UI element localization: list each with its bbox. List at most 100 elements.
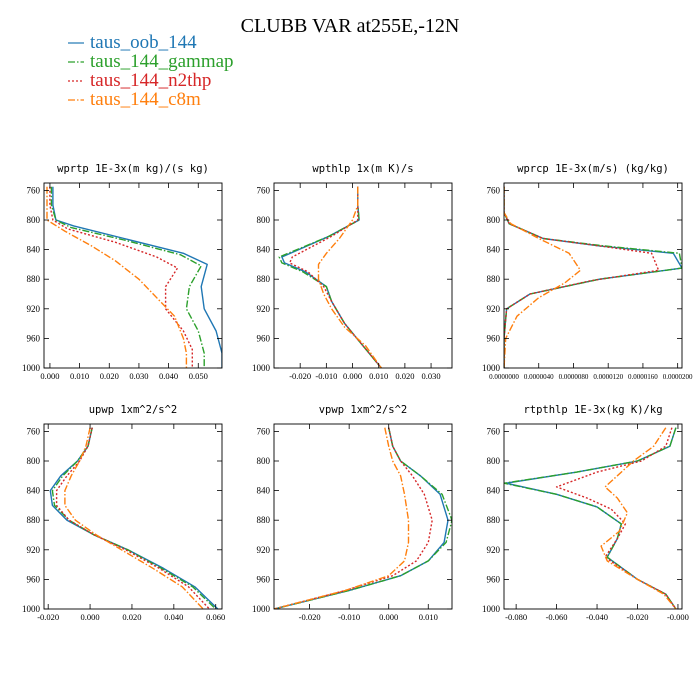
y-tick-label: 880 (27, 515, 41, 525)
y-tick-label: 840 (27, 486, 41, 496)
series-line-taus_144_gammap (50, 186, 205, 368)
x-tick-label: 0.0000000 (489, 373, 519, 381)
x-tick-label: 0.030 (421, 371, 440, 381)
y-tick-label: 960 (487, 574, 501, 584)
series-line-taus_144_n2thp (49, 186, 193, 368)
y-tick-label: 760 (27, 426, 41, 436)
y-tick-label: 840 (257, 486, 271, 496)
y-tick-label: 960 (487, 333, 501, 343)
panel-title: wprcp 1E-3x(m/s) (kg/kg) (517, 163, 669, 175)
y-tick-label: 760 (487, 426, 501, 436)
y-tick-label: 840 (257, 245, 271, 255)
y-tick-label: 920 (27, 545, 41, 555)
series-group (504, 186, 682, 368)
x-tick-label: 0.010 (419, 612, 438, 622)
y-tick-label: 800 (257, 456, 271, 466)
plot-frame (503, 423, 683, 610)
panel-title: vpwp 1xm^2/s^2 (319, 404, 408, 416)
y-tick-label: 920 (487, 304, 501, 314)
x-tick-label: 0.000 (40, 371, 59, 381)
y-tick-label: 840 (27, 245, 41, 255)
x-tick-label: 0.040 (159, 371, 178, 381)
plot-frame (503, 182, 683, 369)
plot-frame (273, 423, 453, 610)
series-line-taus_144_c8m (504, 186, 582, 368)
x-tick-label: 0.040 (164, 612, 183, 622)
series-group (49, 427, 219, 609)
series-group (278, 186, 382, 368)
series-line-taus_oob_144 (504, 186, 682, 368)
series-line-taus_144_gammap (504, 186, 682, 368)
series-group (274, 427, 452, 609)
x-tick-label: -0.020 (627, 612, 649, 622)
x-tick-label: 0.0000040 (524, 373, 554, 381)
x-tick-label: 0.020 (395, 371, 414, 381)
y-tick-label: 760 (257, 426, 271, 436)
series-line-taus_144_gammap (274, 427, 452, 609)
y-tick-label: 760 (487, 185, 501, 195)
series-line-taus_144_n2thp (504, 186, 660, 368)
y-tick-label: 1000 (252, 604, 271, 614)
y-tick-label: 880 (257, 274, 271, 284)
series-line-taus_oob_144 (281, 186, 382, 368)
y-tick-label: 1000 (482, 363, 501, 373)
y-tick-label: 840 (487, 486, 501, 496)
x-tick-label: 0.0000120 (593, 373, 623, 381)
y-tick-label: 1000 (482, 604, 501, 614)
x-tick-label: -0.010 (338, 612, 360, 622)
plot-frame (43, 182, 223, 369)
series-line-taus_oob_144 (49, 427, 219, 609)
y-tick-label: 800 (27, 456, 41, 466)
y-tick-label: 920 (257, 304, 271, 314)
y-tick-label: 880 (27, 274, 41, 284)
y-tick-label: 960 (27, 333, 41, 343)
x-tick-label: 0.030 (129, 371, 148, 381)
x-tick-label: 0.000 (379, 612, 398, 622)
y-tick-label: 920 (257, 545, 271, 555)
y-tick-label: 1000 (252, 363, 271, 373)
series-line-taus_oob_144 (274, 427, 449, 609)
y-tick-label: 880 (487, 515, 501, 525)
series-line-taus_144_c8m (274, 427, 410, 609)
series-group (46, 186, 222, 368)
panel-title: wpthlp 1x(m K)/s (312, 163, 413, 175)
figure-title: CLUBB VAR at255E,-12N (241, 15, 460, 37)
x-tick-label: 0.0000200 (663, 373, 693, 381)
x-tick-label: 0.010 (369, 371, 388, 381)
series-line-taus_144_n2thp (289, 186, 382, 368)
series-line-taus_144_n2thp (555, 427, 677, 609)
series-line-taus_144_n2thp (55, 427, 210, 609)
legend-label: taus_144_c8m (90, 89, 201, 110)
x-tick-label: -0.060 (546, 612, 568, 622)
y-tick-label: 880 (257, 515, 271, 525)
y-tick-label: 840 (487, 245, 501, 255)
x-tick-label: -0.020 (37, 612, 59, 622)
plot-frame (273, 182, 453, 369)
x-tick-label: 0.020 (122, 612, 141, 622)
y-tick-label: 800 (257, 215, 271, 225)
legend-label: taus_144_gammap (90, 51, 234, 72)
x-tick-label: -0.020 (289, 371, 311, 381)
series-line-taus_144_c8m (600, 427, 677, 609)
x-tick-label: 0.0000160 (628, 373, 658, 381)
series-line-taus_144_gammap (504, 427, 677, 609)
legend: taus_oob_144taus_144_gammaptaus_144_n2th… (68, 32, 234, 110)
series-line-taus_144_c8m (46, 186, 188, 368)
y-tick-label: 880 (487, 274, 501, 284)
x-tick-label: 0.050 (189, 371, 208, 381)
y-tick-label: 760 (27, 185, 41, 195)
x-tick-label: 0.010 (70, 371, 89, 381)
x-tick-label: 0.060 (206, 612, 225, 622)
panel-rtpthlp: rtpthlp 1E-3x(kg K)/kg 760 800 840 880 920 960… (482, 404, 689, 622)
y-tick-label: 800 (27, 215, 41, 225)
legend-label: taus_oob_144 (90, 32, 197, 53)
y-tick-label: 920 (27, 304, 41, 314)
legend-label: taus_144_n2thp (90, 70, 211, 91)
plot-frame (43, 423, 223, 610)
panel-title: upwp 1xm^2/s^2 (89, 404, 178, 416)
x-tick-label: 0.020 (100, 371, 119, 381)
x-tick-label: -0.020 (299, 612, 321, 622)
series-line-taus_144_c8m (317, 186, 382, 368)
y-tick-label: 960 (27, 574, 41, 584)
